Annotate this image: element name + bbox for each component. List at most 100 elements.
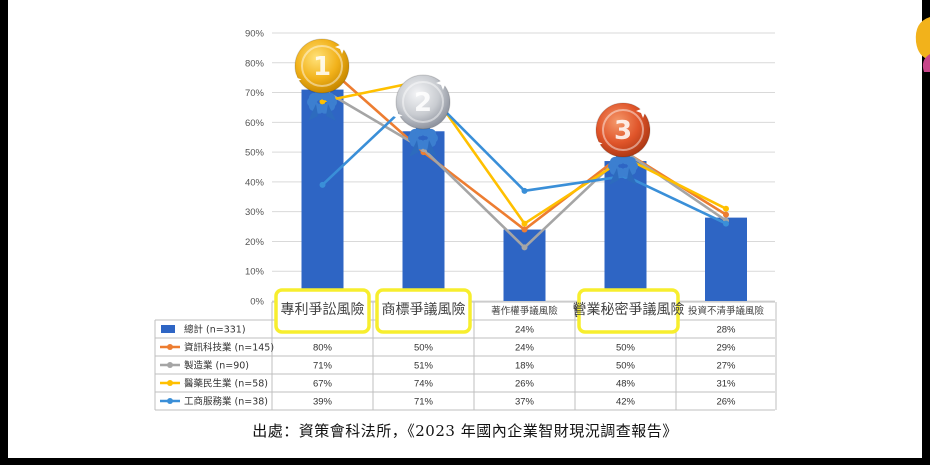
sparkle-icon	[290, 74, 302, 85]
legend-swatch-marker	[167, 380, 173, 386]
highlight-box	[577, 288, 680, 334]
series-point	[521, 226, 528, 233]
series-point	[521, 244, 528, 251]
legend-label: 醫藥民生業 (n=58)	[184, 378, 268, 390]
legend-label: 總計 (n=331)	[184, 324, 246, 336]
table-cell: 26%	[716, 397, 736, 408]
medal-inner-ring	[301, 45, 343, 87]
y-tick-label: 80%	[245, 58, 265, 69]
ribbon-tail	[326, 104, 336, 121]
medal-rank: 3	[614, 116, 632, 146]
table-cell: 74%	[414, 379, 434, 390]
sparkle-icon	[391, 110, 403, 121]
table-cell: 42%	[616, 397, 636, 408]
legend-swatch-marker	[167, 398, 173, 404]
medal-disc	[395, 74, 451, 130]
medal-3-icon: 3	[591, 102, 651, 185]
table-cell: 48%	[616, 379, 636, 390]
highlight-box	[274, 288, 371, 334]
category-label: 著作權爭議風險	[491, 305, 558, 317]
medal-rank: 1	[313, 52, 331, 82]
legend-swatch	[161, 325, 175, 333]
medal-2-icon: 2	[391, 74, 451, 157]
legend-swatch-marker	[167, 362, 173, 368]
medals: 1 2 3	[290, 38, 651, 185]
table-cell: 29%	[716, 343, 736, 354]
table-cell: 51%	[414, 361, 434, 372]
series-point	[723, 220, 729, 227]
highlight-box	[375, 288, 472, 334]
category-label: 投資不清爭議風險	[688, 305, 765, 317]
legend-swatch-marker	[167, 344, 173, 350]
table-cell: 37%	[515, 397, 535, 408]
highlighted-category-label: 商標爭議風險	[382, 301, 466, 318]
ribbon-tail	[627, 168, 637, 185]
legend-label: 工商服務業 (n=38)	[184, 396, 268, 408]
y-tick-label: 30%	[245, 207, 265, 218]
series-point	[521, 187, 528, 194]
table-cell: 26%	[515, 379, 535, 390]
series-point	[319, 181, 326, 188]
table-cell: 50%	[414, 343, 434, 354]
medal-inner-ring	[402, 81, 444, 123]
source-caption: 出處：資策會科法所，《2023 年國內企業智財現況調查報告》	[252, 422, 678, 440]
bottom-strip	[0, 458, 930, 465]
y-tick-label: 10%	[245, 267, 265, 278]
y-axis-ticks: 0% 10% 20% 30% 40% 50% 60% 70% 80% 90%	[245, 29, 265, 308]
highlighted-category-label: 營業秘密爭議風險	[573, 301, 685, 318]
bar	[503, 229, 546, 301]
sparkle-icon	[636, 104, 650, 118]
ribbon-tail	[409, 140, 419, 157]
ribbon-tail	[609, 168, 619, 185]
ribbon-petal	[325, 92, 336, 103]
y-tick-label: 50%	[245, 148, 265, 159]
table-cell: 24%	[515, 325, 535, 336]
y-tick-label: 60%	[245, 118, 265, 129]
medal-1-icon: 1	[290, 38, 350, 121]
ribbon-petal	[626, 156, 637, 167]
table-cell: 28%	[716, 325, 736, 336]
sparkle-icon	[335, 40, 349, 54]
ribbon-tail	[427, 140, 437, 157]
table-cell: 31%	[716, 379, 736, 390]
table-cell: 24%	[515, 343, 535, 354]
category-highlights: 專利爭訟風險 商標爭議風險 營業秘密爭議風險	[274, 288, 685, 334]
medal-disc	[294, 38, 350, 94]
sparkle-icon	[591, 138, 603, 149]
series-point	[723, 211, 729, 218]
bar	[402, 131, 445, 301]
table-cell: 71%	[313, 361, 333, 372]
ribbon-tail	[308, 104, 318, 121]
y-tick-label: 40%	[245, 177, 265, 188]
table-cell: 50%	[616, 343, 636, 354]
bar	[301, 89, 344, 301]
series-point	[723, 205, 729, 212]
y-tick-label: 0%	[250, 297, 264, 308]
table-cell: 27%	[716, 361, 736, 372]
table-cell: 67%	[313, 379, 333, 390]
bar	[705, 217, 747, 301]
medal-disc	[595, 102, 651, 158]
medal-rank: 2	[414, 88, 432, 118]
y-tick-label: 70%	[245, 88, 265, 99]
line-series	[319, 59, 729, 251]
sparkle-icon	[436, 76, 450, 90]
table-cell: 50%	[616, 361, 636, 372]
table-cell: 80%	[313, 343, 333, 354]
series-point	[521, 220, 528, 227]
table-cell: 18%	[515, 361, 535, 372]
bar	[604, 161, 647, 301]
y-tick-label: 20%	[245, 237, 265, 248]
slide-background	[8, 0, 922, 458]
legend-label: 製造業 (n=90)	[184, 360, 249, 372]
highlighted-category-label: 專利爭訟風險	[281, 302, 365, 318]
legend-label: 資訊科技業 (n=145)	[184, 342, 274, 354]
series-line	[321, 88, 727, 225]
corner-decoration	[915, 17, 930, 72]
ribbon-petal	[426, 128, 437, 139]
y-tick-label: 90%	[245, 29, 265, 40]
bar-series	[301, 89, 747, 301]
medal-inner-ring	[602, 109, 644, 151]
table-cell: 39%	[313, 397, 333, 408]
